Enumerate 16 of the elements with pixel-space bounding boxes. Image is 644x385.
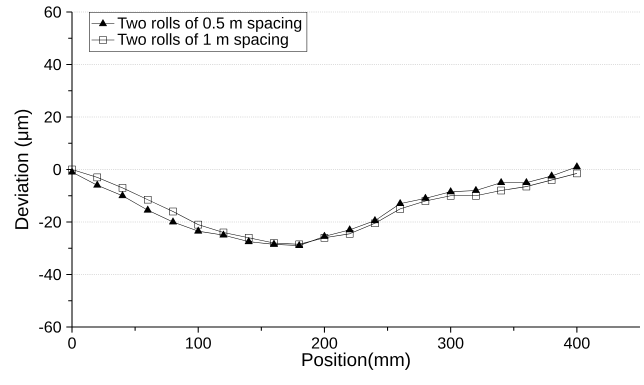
legend-label: Two rolls of 0.5 m spacing bbox=[118, 16, 302, 32]
y-tick-label: -20 bbox=[39, 216, 61, 228]
y-tick-label: 20 bbox=[44, 111, 61, 123]
x-tick-label: 300 bbox=[438, 337, 464, 349]
x-axis-title: Position(mm) bbox=[302, 352, 410, 370]
y-tick-label: 40 bbox=[44, 58, 61, 70]
x-tick-label: 100 bbox=[186, 337, 211, 349]
y-tick-label: 60 bbox=[44, 6, 61, 18]
x-tick-label: 400 bbox=[564, 337, 590, 349]
y-tick-label: -60 bbox=[39, 321, 61, 333]
x-tick-label: 200 bbox=[312, 337, 338, 349]
legend-label: Two rolls of 1 m spacing bbox=[118, 33, 288, 48]
x-tick-label: 0 bbox=[68, 337, 76, 349]
y-tick-label: 0 bbox=[53, 164, 61, 176]
y-tick-label: -40 bbox=[39, 268, 61, 280]
y-axis-title: Deviation (μm) bbox=[14, 110, 32, 229]
